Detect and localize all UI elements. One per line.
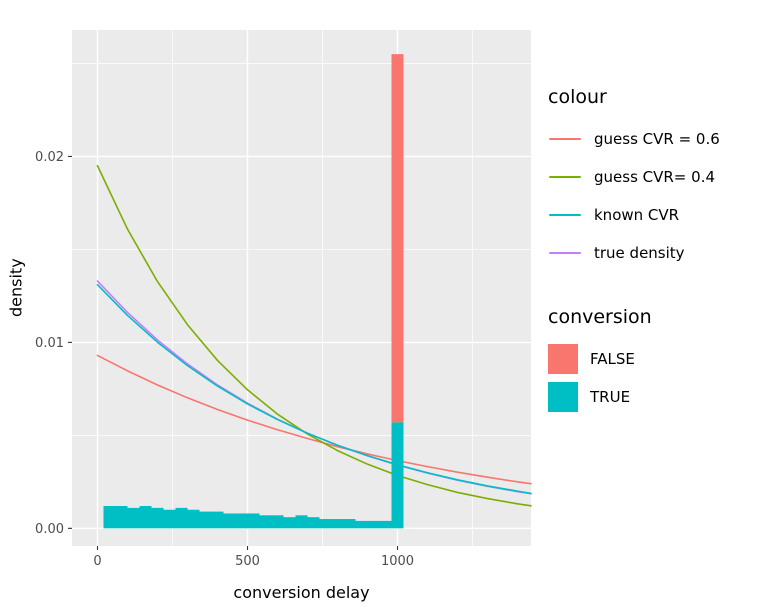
histogram-bar-true (199, 511, 212, 529)
chart-canvas: 0 500 1000 0.00 0.01 0.02 (35, 30, 532, 569)
histogram-bar-true (211, 511, 224, 529)
histogram-bar-true (139, 506, 152, 529)
legend-item: TRUE (548, 378, 768, 416)
legend-line-glyph (549, 213, 581, 217)
legend-panel: colour guess CVR = 0.6 guess CVR= 0.4 know… (548, 0, 768, 612)
legend-fill-swatch (548, 382, 578, 412)
histogram-bar-true (115, 506, 128, 529)
histogram-bar-true (103, 506, 116, 529)
legend-conversion-title: conversion (548, 306, 652, 328)
histogram-bar-true (163, 509, 176, 529)
histogram-bar-true (331, 519, 344, 529)
histogram-bar-true (175, 507, 188, 529)
legend-line-glyph (549, 175, 581, 179)
histogram-bar-true (307, 517, 320, 529)
legend-label: guess CVR = 0.6 (594, 130, 720, 148)
plot-panel (72, 30, 531, 546)
histogram-bar-true (259, 515, 272, 529)
legend-fill-swatch (548, 344, 578, 374)
y-tick-label: 0.01 (35, 336, 64, 351)
histogram-bar-true (343, 519, 356, 529)
legend-label: guess CVR= 0.4 (594, 168, 716, 186)
legend-item: guess CVR= 0.4 (548, 158, 768, 196)
legend-conversion-block: conversion FALSE TRUE (548, 306, 768, 416)
histogram-bar-true (355, 520, 368, 529)
histogram-bar-true (379, 520, 392, 529)
y-axis-title: density (6, 258, 26, 318)
legend-line-swatch (548, 161, 582, 193)
x-axis-title: conversion delay (233, 583, 370, 602)
density-line (96, 283, 532, 495)
legend-colour-items: guess CVR = 0.6 guess CVR= 0.4 known CVR tr… (548, 120, 768, 272)
histogram-bar-true (271, 515, 284, 529)
legend-label: TRUE (590, 388, 631, 406)
histogram-bar-true (295, 515, 308, 529)
legend-line-swatch (548, 199, 582, 231)
histogram-bar-true (127, 507, 140, 529)
histogram-bar-false (391, 54, 404, 423)
legend-item: FALSE (548, 340, 768, 378)
legend-label: FALSE (590, 350, 635, 368)
legend-label: known CVR (594, 206, 680, 224)
histogram-bar-true (319, 519, 332, 529)
histogram-bar-true (223, 513, 236, 529)
legend-line-glyph (549, 251, 581, 255)
legend-item: true density (548, 234, 768, 272)
y-tick-label: 0.02 (35, 150, 64, 165)
legend-line-swatch (548, 123, 582, 155)
legend-colour-block: colour guess CVR = 0.6 guess CVR= 0.4 know… (548, 86, 768, 272)
legend-line-glyph (549, 137, 581, 141)
legend-line-swatch (548, 237, 582, 269)
histogram-bar-true (235, 513, 248, 529)
histogram-bar-true (391, 422, 404, 529)
y-tick-label: 0.00 (35, 522, 64, 537)
histogram-bar-true (151, 507, 164, 529)
legend-item: known CVR (548, 196, 768, 234)
histogram-bar-true (187, 509, 200, 529)
x-tick-label: 1000 (381, 554, 414, 569)
density-line (96, 164, 532, 507)
histogram-bar-true (367, 520, 380, 529)
histogram-bar-true (247, 513, 260, 529)
x-tick-label: 0 (93, 554, 101, 569)
legend-item: guess CVR = 0.6 (548, 120, 768, 158)
legend-conversion-items: FALSE TRUE (548, 340, 768, 416)
x-tick-label: 500 (235, 554, 260, 569)
legend-colour-title: colour (548, 86, 607, 108)
legend-label: true density (594, 244, 685, 262)
histogram-bar-true (283, 517, 296, 529)
